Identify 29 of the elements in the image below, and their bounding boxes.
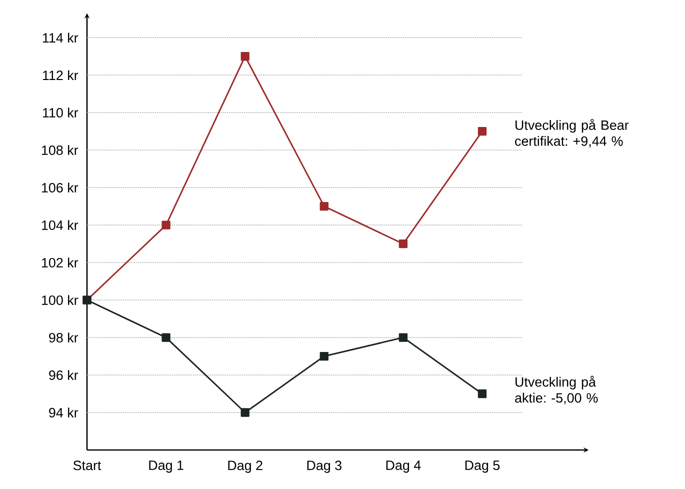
y-tick-label: 98 kr	[49, 332, 78, 342]
point	[240, 408, 250, 417]
x-tick-label: Dag 4	[386, 460, 421, 473]
point	[398, 333, 408, 342]
point	[162, 220, 170, 230]
x-tick-label: Dag 3	[307, 460, 342, 473]
x-tick-label: Dag 5	[465, 460, 500, 473]
x-tick-label: Start	[73, 460, 102, 470]
y-tick-label: 96 kr	[49, 370, 78, 380]
point	[478, 389, 487, 398]
point	[162, 333, 170, 342]
annotation: Utveckling på Bear certifikat: +9,44 %	[515, 118, 629, 148]
x-tick-label: Dag 2	[228, 460, 262, 473]
x-tick-label: Dag 1	[149, 460, 184, 473]
point	[240, 52, 250, 61]
y-tick-label: 114 kr	[42, 32, 78, 42]
point	[320, 202, 328, 211]
point	[320, 352, 328, 361]
y-tick-label: 112 kr	[42, 70, 78, 80]
y-tick-label: 108 kr	[42, 145, 78, 156]
y-tick-label: 102 kr	[42, 258, 78, 268]
y-tick-label: 104 kr	[42, 220, 78, 230]
point	[398, 239, 408, 248]
point	[478, 127, 487, 136]
annotation: Utveckling på aktie: -5,00 %	[515, 376, 598, 404]
y-tick-label: 100 kr	[42, 295, 78, 305]
y-tick-label: 110 kr	[42, 108, 78, 118]
y-tick-label: 94 kr	[49, 408, 78, 418]
y-tick-label: 106 kr	[42, 182, 78, 193]
